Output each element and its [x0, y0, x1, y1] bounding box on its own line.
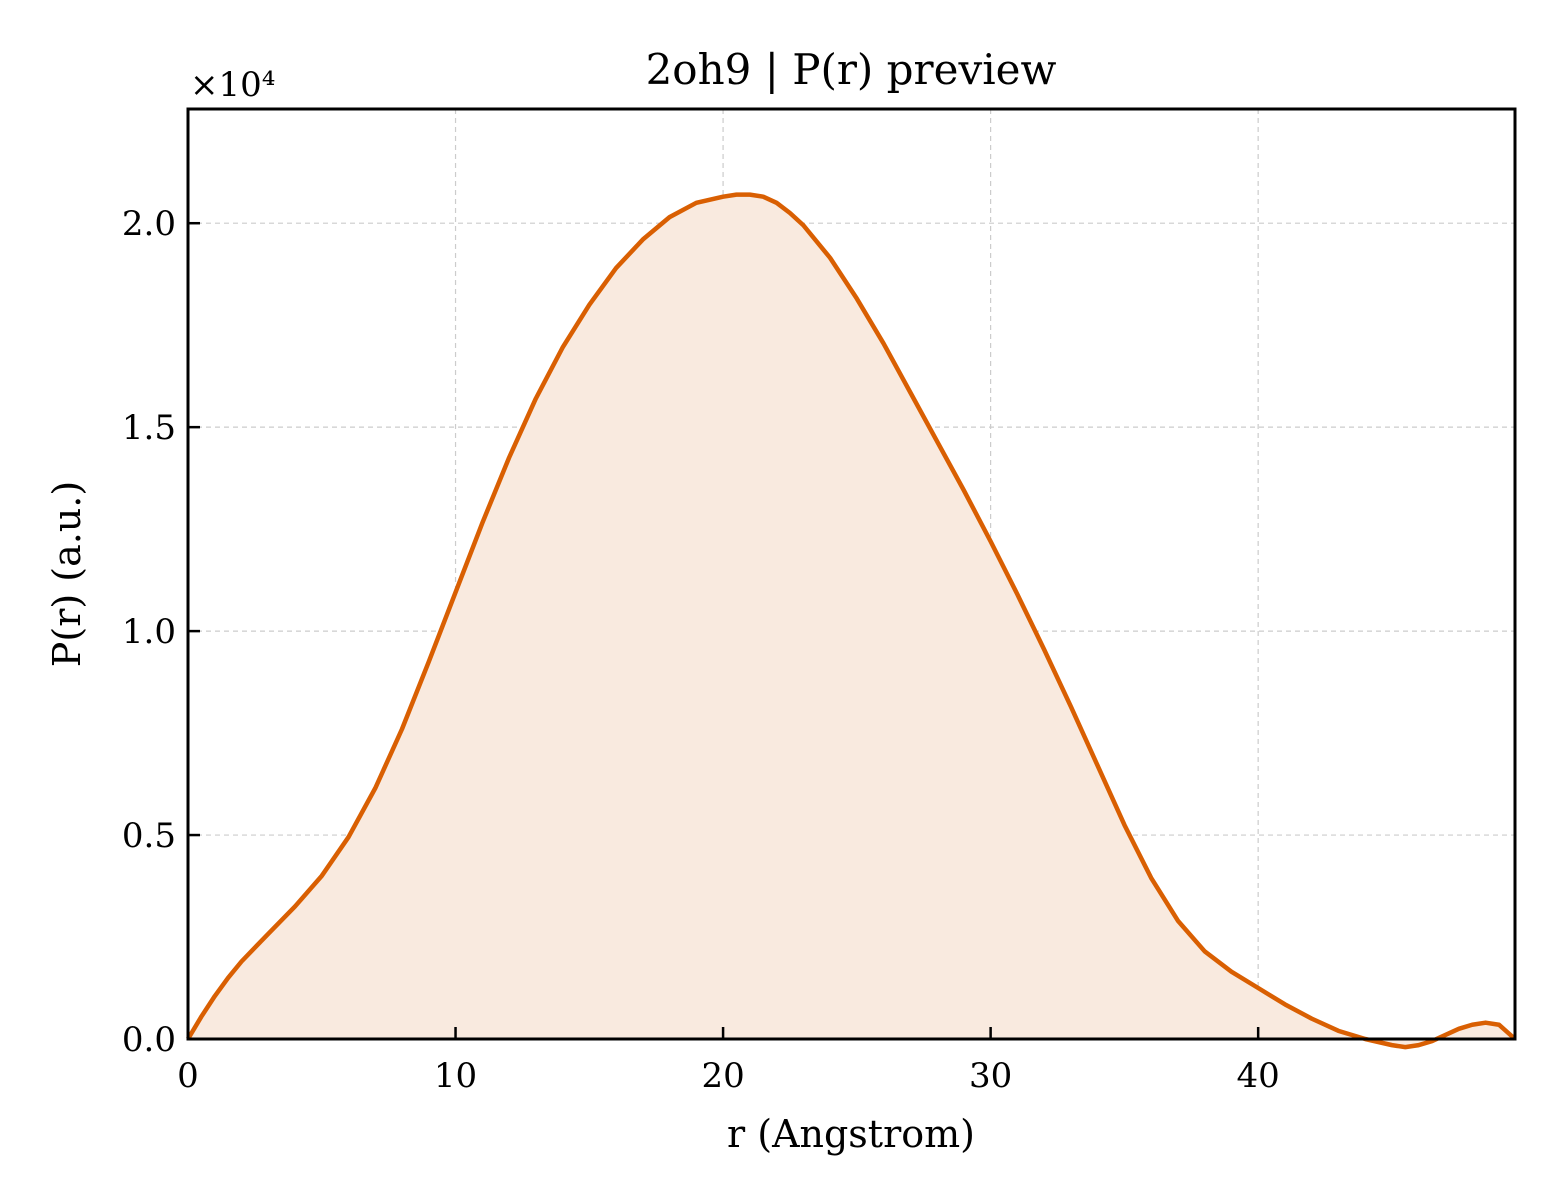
y-tick-label: 1.5 — [122, 408, 176, 448]
x-tick-label: 20 — [701, 1056, 744, 1096]
y-tick-label: 0.0 — [122, 1020, 176, 1060]
x-tick-label: 10 — [434, 1056, 477, 1096]
y-tick-label: 2.0 — [122, 204, 176, 244]
y-tick-label: 1.0 — [122, 612, 176, 652]
pr-area-fill — [188, 194, 1515, 1048]
x-tick-label: 0 — [177, 1056, 199, 1096]
y-tick-label: 0.5 — [122, 816, 176, 856]
y-axis-label: P(r) (a.u.) — [45, 481, 89, 667]
chart-title: 2oh9 | P(r) preview — [646, 45, 1057, 94]
axis-ticks: 0 10 20 30 40 0.0 0.5 1.0 1.5 2.0 — [122, 204, 1280, 1096]
plot-frame — [186, 107, 1517, 1041]
x-tick-label: 40 — [1237, 1056, 1280, 1096]
x-tick-label: 30 — [969, 1056, 1012, 1096]
y-axis-multiplier: ×10⁴ — [190, 65, 275, 105]
x-axis-label: r (Angstrom) — [727, 1112, 975, 1156]
